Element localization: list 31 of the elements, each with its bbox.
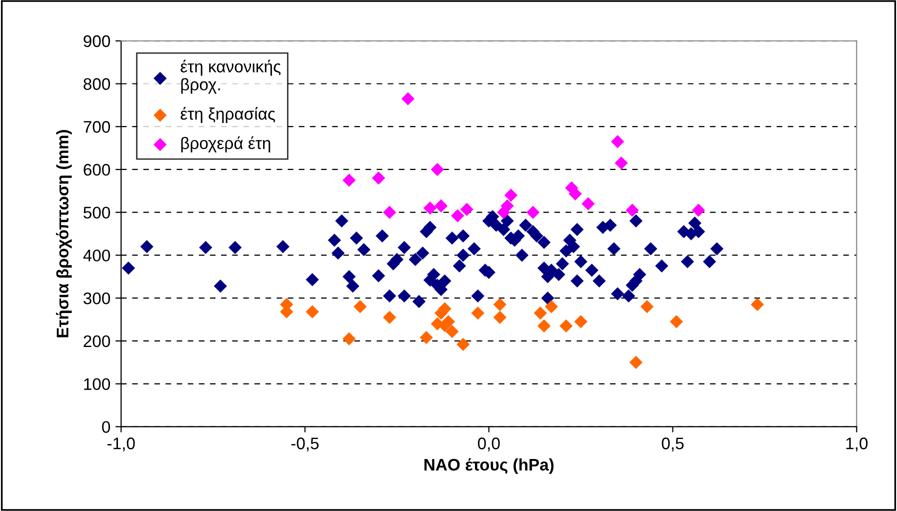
legend-label: βροχερά έτη: [181, 136, 270, 152]
point: [611, 135, 624, 148]
point: [493, 310, 506, 324]
point: [456, 338, 470, 351]
x-tick-label: -1,0: [107, 438, 135, 452]
y-tick-label: 600: [84, 164, 110, 176]
point: [438, 318, 452, 332]
point: [401, 92, 415, 106]
point: [354, 300, 367, 314]
y-tick-label: 200: [84, 335, 110, 348]
y-tick-label: 100: [84, 378, 110, 390]
y-tick-label: 400: [83, 250, 110, 262]
x-tick-label: 0,5: [662, 438, 684, 452]
y-tick-label: 900: [84, 35, 110, 48]
y-tick-label: 800: [84, 78, 110, 90]
x-tick-label: -0,5: [291, 438, 319, 452]
y-tick-label: 0: [102, 421, 110, 433]
y-tick-label: 700: [84, 121, 110, 133]
point: [560, 319, 573, 333]
legend-label: έτη κανονικής βροχ.: [180, 60, 281, 94]
point: [382, 310, 396, 324]
x-axis-title: NAO έτους (hPa): [424, 458, 554, 474]
x-tick-label: 1,0: [846, 438, 868, 452]
y-axis-title: Ετήσια βροχόπτωση (mm): [56, 130, 72, 338]
point: [534, 306, 547, 320]
point: [544, 300, 558, 314]
point: [640, 300, 654, 314]
legend-label: έτη ξηρασίας: [180, 107, 276, 124]
y-tick-label: 500: [84, 206, 110, 219]
y-tick-label: 300: [84, 292, 110, 304]
x-tick-label: 0,0: [478, 438, 500, 452]
